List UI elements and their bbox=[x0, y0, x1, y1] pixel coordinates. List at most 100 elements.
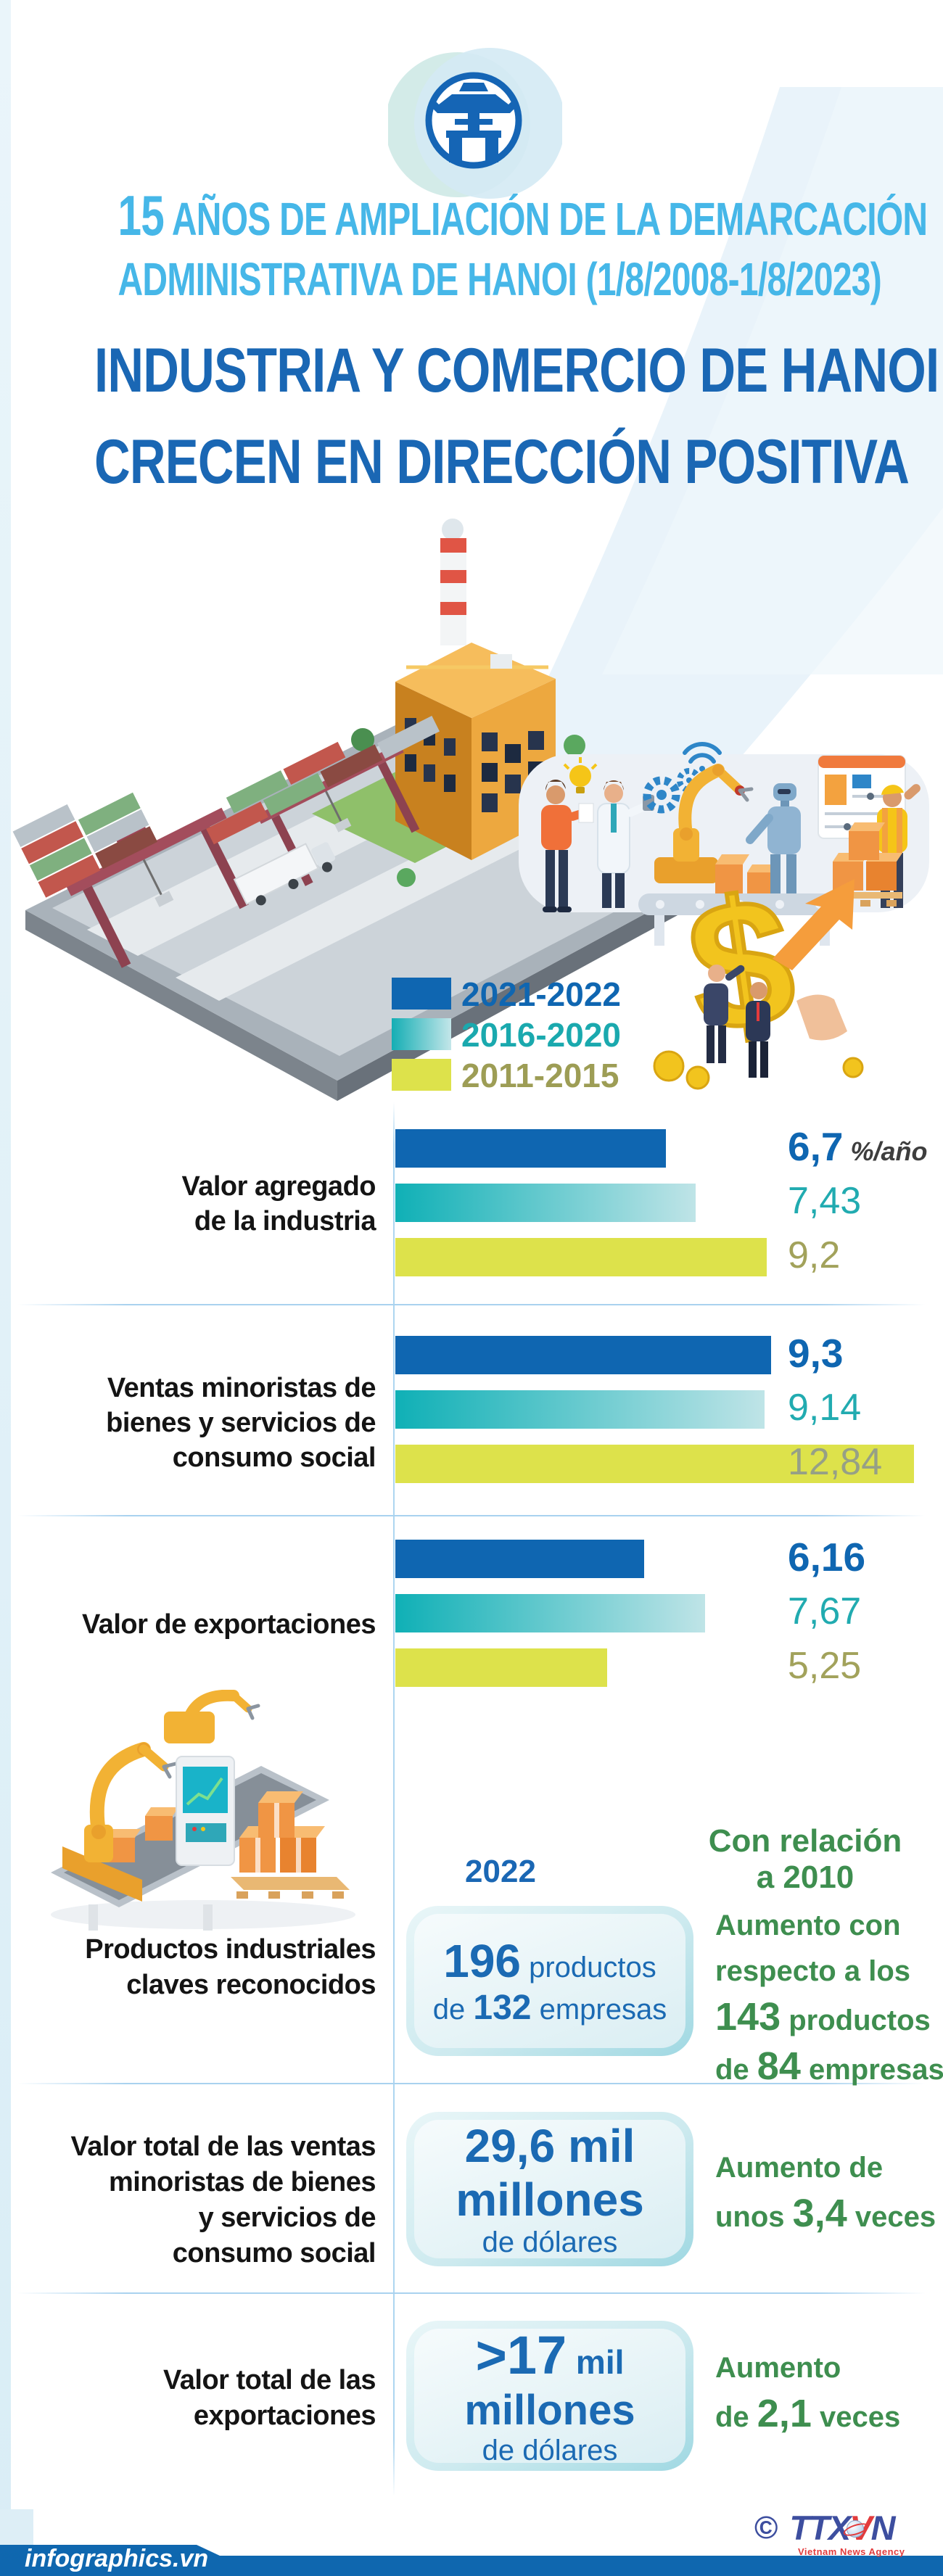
dollar-growth-illustration: $ bbox=[653, 855, 864, 1090]
legend-swatch-2011-2015 bbox=[392, 1059, 451, 1091]
value-box-line-segment: de bbox=[432, 1994, 474, 2026]
chart-group-label-line: de la industria bbox=[194, 1206, 376, 1237]
value-box-line-segment: 196 bbox=[443, 1935, 521, 1987]
comparison-2010-line-segment: unos bbox=[715, 2201, 793, 2233]
background-swoosh bbox=[475, 87, 943, 914]
comparison-2010-line: respecto a los bbox=[715, 1952, 933, 1997]
robot-arm-icon bbox=[654, 764, 754, 883]
chart-group-label: Valor agregado de la industria bbox=[15, 1169, 376, 1239]
value-box-2022: >17 mil millones de dólares bbox=[406, 2321, 693, 2471]
bar-value-label: 6,7 %/año bbox=[788, 1124, 928, 1169]
comparison-row-label: Valor total de las ventas minoristas de b… bbox=[15, 2129, 376, 2271]
footer-site-label: infographics.vn bbox=[25, 2545, 209, 2572]
pallet-icon bbox=[231, 1791, 350, 1899]
chart-group-label-line: bienes y servicios de bbox=[106, 1408, 376, 1438]
separator-line bbox=[17, 2292, 926, 2294]
comparison-row-label: Productos industriales claves reconocidos bbox=[15, 1932, 376, 2003]
comparison-2010-line-segment: 3,4 bbox=[792, 2192, 847, 2235]
globe-icon bbox=[847, 2520, 865, 2538]
chart-group-label: Valor de exportaciones bbox=[15, 1607, 376, 1642]
value-box-line-segment: de dólares bbox=[482, 2435, 618, 2466]
chart-group-label: Ventas minoristas de bienes y servicios d… bbox=[15, 1371, 376, 1475]
comparison-row-label-line: Productos industriales bbox=[85, 1934, 376, 1965]
comparison-2010-line-segment: empresas bbox=[800, 2054, 943, 2086]
value-box-2022: 29,6 mil millones de dólares bbox=[406, 2112, 693, 2266]
legend-label-2011-2015: 2011-2015 bbox=[461, 1057, 619, 1094]
separator-line bbox=[17, 2083, 926, 2084]
column-header-2022: 2022 bbox=[465, 1854, 536, 1889]
bar-value-label: 6,16 bbox=[788, 1535, 866, 1580]
containers-icon bbox=[12, 716, 440, 898]
value-box-line-segment: mil bbox=[567, 2343, 625, 2381]
value-box-line: millones bbox=[456, 2173, 644, 2226]
bar-2016-2020 bbox=[395, 1184, 696, 1222]
robot-icon bbox=[746, 783, 801, 893]
comparison-row-label-line: y servicios de bbox=[198, 2203, 376, 2233]
hand-icon bbox=[796, 994, 847, 1041]
business-person-icon bbox=[704, 965, 745, 1063]
value-box-line: de dólares bbox=[482, 2435, 618, 2467]
value-box-2022: 196 productos de 132 empresas bbox=[406, 1906, 693, 2056]
copyright-icon: © bbox=[754, 2509, 778, 2546]
comparison-row-label-line: minoristas de bienes bbox=[108, 2167, 376, 2197]
comparison-2010-line-segment: productos bbox=[781, 2005, 931, 2036]
value-box-line: 29,6 mil bbox=[465, 2119, 635, 2173]
khue-van-cac-icon bbox=[429, 83, 519, 162]
value-box-line-segment: de dólares bbox=[482, 2226, 618, 2258]
kicker-number: 15 bbox=[118, 183, 165, 247]
comparison-2010-line: Aumento bbox=[715, 2348, 933, 2394]
separator-line bbox=[17, 1304, 926, 1305]
comparison-2010-line-segment: veces bbox=[811, 2401, 901, 2433]
comparison-2010-line: Aumento de bbox=[715, 2148, 933, 2194]
value-box-line-segment: >17 bbox=[475, 2325, 567, 2385]
bar-value-label: 7,67 bbox=[788, 1590, 862, 1632]
value-box-line: 196 productos bbox=[443, 1934, 656, 1988]
agency-logo-letters: TTXVN bbox=[789, 2508, 896, 2548]
smart-factory-illustration bbox=[519, 742, 929, 946]
chimney-icon bbox=[440, 519, 466, 645]
bar-2011-2015 bbox=[395, 1648, 607, 1687]
growth-arrow-icon bbox=[773, 879, 855, 970]
comparison-row-label-line: Valor total de las bbox=[163, 2365, 376, 2395]
value-box-inner: >17 mil millones de dólares bbox=[414, 2325, 685, 2466]
value-box-line: >17 mil bbox=[476, 2324, 625, 2386]
comparison-2010-line-segment: Aumento con bbox=[715, 1910, 901, 1941]
chart-group-label-line: Ventas minoristas de bbox=[107, 1373, 376, 1403]
comparison-row-label-line: consumo social bbox=[172, 2238, 376, 2269]
value-box-inner: 29,6 mil millones de dólares bbox=[414, 2120, 685, 2258]
comparison-2010-line-segment: Aumento de bbox=[715, 2152, 884, 2184]
person-labcoat-icon bbox=[597, 780, 654, 908]
page-title-line-1: INDUSTRIA Y COMERCIO DE HANOI bbox=[94, 336, 939, 405]
robot-arm-icon bbox=[62, 1742, 178, 1902]
comparison-2010-line-segment: veces bbox=[847, 2201, 936, 2233]
value-box-line: millones bbox=[464, 2386, 635, 2435]
comparison-2010-line-segment: Aumento bbox=[715, 2352, 841, 2384]
bar-value-label: 9,3 bbox=[788, 1331, 844, 1376]
agency-logo: © TTXVN Vietnam News Agency bbox=[754, 2508, 936, 2557]
bar-value-label: 7,43 bbox=[788, 1180, 862, 1222]
comparison-2010-line-segment: respecto a los bbox=[715, 1955, 911, 1987]
bar-2021-2022 bbox=[395, 1129, 666, 1168]
separator-line bbox=[17, 1515, 926, 1516]
legend-swatch-2016-2020 bbox=[392, 1018, 451, 1050]
bar-2021-2022 bbox=[395, 1336, 771, 1374]
comparison-2010-line-segment: 2,1 bbox=[757, 2392, 812, 2435]
business-person-icon bbox=[746, 982, 770, 1078]
column-header-2010-line2: a 2010 bbox=[756, 1859, 855, 1895]
comparison-2010-text: Aumento de unos 3,4 veces bbox=[715, 2148, 936, 2243]
coins-icon bbox=[653, 1050, 864, 1090]
logo-n: N bbox=[870, 2509, 896, 2547]
comparison-2010-line-segment: de bbox=[715, 2054, 757, 2086]
robotic-packaging-illustration bbox=[51, 1690, 355, 1931]
value-box-line-segment: 29,6 mil bbox=[464, 2120, 635, 2172]
bar-2011-2015 bbox=[395, 1445, 914, 1483]
chart-axis-line bbox=[393, 1102, 395, 2496]
comparison-2010-line: de 84 empresas bbox=[715, 2047, 943, 2096]
scanner-kiosk-icon bbox=[176, 1756, 235, 1866]
legend-label-2021-2022: 2021-2022 bbox=[461, 975, 621, 1013]
bar-2016-2020 bbox=[395, 1594, 705, 1632]
truck-icon bbox=[233, 842, 336, 906]
comparison-2010-line: unos 3,4 veces bbox=[715, 2192, 936, 2243]
value-box-line: de dólares bbox=[482, 2226, 618, 2259]
